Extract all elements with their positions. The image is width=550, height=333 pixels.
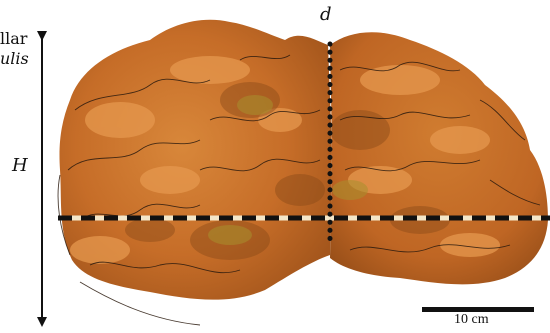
specimen-right-lobe [330,32,548,285]
scale-bar [422,307,534,312]
scale-bar-label: 10 cm [454,312,489,327]
specimen-yellow-patches [208,95,368,245]
specimen-left-lobe [59,19,333,300]
specimen-wrinkle-lines [57,54,541,326]
diameter-label: d [320,4,332,25]
species-label-line1: llar [0,29,28,48]
height-label: H [12,155,28,176]
species-label-line2: ulis [0,49,29,68]
